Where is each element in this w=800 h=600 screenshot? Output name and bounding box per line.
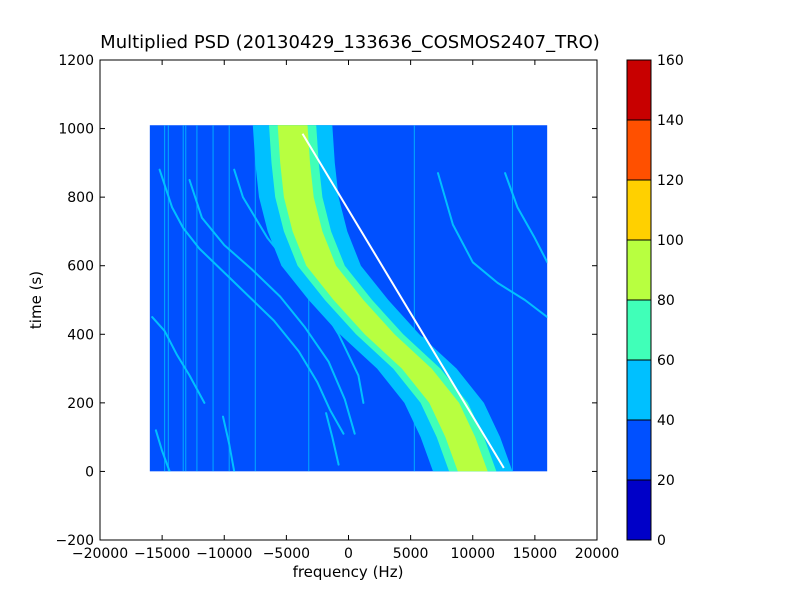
streak <box>151 316 206 404</box>
colorbar-segment <box>627 360 651 420</box>
colorbar-tick-label: 80 <box>657 293 675 309</box>
colorbar-tick-label: 0 <box>657 533 666 549</box>
colorbar-segment <box>627 480 651 540</box>
heatmap <box>149 125 548 472</box>
plot-area: −20000 −15000 −10000 −5000 0 5000 10000 15000 20… <box>56 53 620 562</box>
x-tick-label: −10000 <box>196 546 252 562</box>
streak <box>437 172 548 319</box>
diagonal-line <box>301 133 505 469</box>
x-tick-label: 10000 <box>450 546 495 562</box>
y-tick-label: −200 <box>56 533 94 549</box>
streak <box>188 179 356 435</box>
colorbar-segment <box>627 300 651 360</box>
x-tick-label: 5000 <box>393 546 429 562</box>
x-axis-label: frequency (Hz) <box>293 563 404 581</box>
x-tick-label: −20000 <box>72 546 128 562</box>
colorbar-tick-label: 60 <box>657 353 675 369</box>
colorbar-tick-label: 140 <box>657 113 684 129</box>
streak <box>222 415 236 472</box>
x-tick-label: 20000 <box>575 546 620 562</box>
x-tick-label: −15000 <box>134 546 190 562</box>
y-tick-label: 600 <box>67 259 94 275</box>
colorbar-segment <box>627 420 651 480</box>
colorbar: 0 20 40 60 80 100 120 140 160 <box>626 53 684 549</box>
y-tick-label: 0 <box>85 464 94 480</box>
colorbar-segment <box>627 60 651 120</box>
x-tick-label: 15000 <box>513 546 558 562</box>
colorbar-segment <box>627 180 651 240</box>
colorbar-segment <box>627 120 651 180</box>
colorbar-tick-label: 40 <box>657 413 675 429</box>
y-tick-label: 1200 <box>58 53 94 69</box>
x-axis: −20000 −15000 −10000 −5000 0 5000 10000 15000 20… <box>72 60 619 562</box>
y-axis-label: time (s) <box>27 271 45 329</box>
band-level-inner <box>277 125 488 472</box>
y-tick-label: 800 <box>67 190 94 206</box>
colorbar-tick-label: 100 <box>657 233 684 249</box>
chart-title: Multiplied PSD (20130429_133636_COSMOS24… <box>100 32 600 53</box>
streak <box>158 168 345 435</box>
colorbar-tick-label: 160 <box>657 53 684 69</box>
y-axis: −200 0 200 400 600 800 1000 1200 <box>56 53 597 549</box>
y-tick-label: 400 <box>67 327 94 343</box>
x-tick-label: −5000 <box>263 546 310 562</box>
streak <box>325 412 340 466</box>
streak <box>504 172 548 264</box>
colorbar-segment <box>627 240 651 300</box>
colorbar-tick-label: 20 <box>657 473 675 489</box>
colorbar-tick-label: 120 <box>657 173 684 189</box>
y-tick-label: 1000 <box>58 122 94 138</box>
streak <box>154 429 171 472</box>
x-tick-label: 0 <box>344 546 353 562</box>
y-tick-label: 200 <box>67 396 94 412</box>
